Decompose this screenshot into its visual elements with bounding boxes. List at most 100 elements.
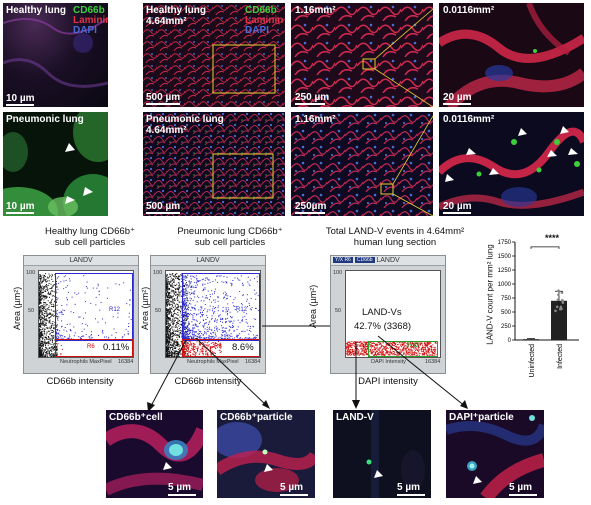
scale-bar-label: 5 µm (509, 482, 532, 493)
inset-label: CD66b⁺particle (220, 412, 293, 423)
healthy-lung-highmag-image: Healthy lung CD66b Laminin DAPI 10 µm (3, 3, 108, 107)
data-point (554, 309, 557, 313)
bar-y-tick-label: 750 (501, 296, 512, 302)
flow1-x-tick-max: 16384 (118, 359, 134, 365)
flow1-y-label: Area (µm²) (12, 286, 22, 330)
flow1-window: LANDV 100 50 R12 R6 0.11% Neutrophils Ma… (23, 255, 139, 374)
scale-bar-label: 500 µm (146, 92, 181, 103)
flow3-x-tick-max: 16384 (425, 359, 441, 365)
inset-label: LAND-V (336, 412, 374, 423)
panel-area: 4.64mm² (146, 16, 187, 27)
panel-title: Healthy lung (6, 5, 67, 16)
flow2-percent: 8.6% (230, 342, 256, 353)
data-point (557, 293, 560, 297)
channel-cd66b-label: CD66b (245, 5, 277, 16)
scale-bar (295, 103, 325, 105)
flow3-tab-2[interactable]: CD66b (355, 257, 375, 263)
pneumonic-lung-zoom-image: 1.16mm² 250µm (291, 112, 433, 216)
scale-bar-label: 5 µm (280, 482, 303, 493)
healthy-lung-overview-image: Healthy lung 4.64mm² CD66b Laminin DAPI … (143, 3, 285, 107)
scale-bar (168, 494, 196, 496)
flow3-plot-area: R12 LAND-Vs 42.7% (3368) (345, 270, 441, 358)
bar-y-tick-label: 1000 (498, 282, 512, 288)
significance-bracket (530, 246, 560, 249)
flow1-x-axis-name: Neutrophils MaxPixel (60, 359, 112, 365)
panel-area: 0.0116mm² (443, 5, 495, 16)
flow2-plot-area: R12 R6 8.6% (165, 270, 261, 358)
data-point (560, 291, 564, 294)
flow1-caption-line1: Healthy lung CD66b⁺ (44, 226, 136, 237)
inset-cd66b-cell: CD66b⁺cell 5 µm (106, 410, 203, 498)
flow1-gate-r12-label: R12 (109, 307, 121, 313)
flow3-gate-r12 (368, 341, 438, 357)
flow2-x-axis-name: Neutrophils MaxPixel (187, 359, 239, 365)
pneumonic-lung-highmag-image: Pneumonic lung 10 µm (3, 112, 108, 216)
pneumonic-lung-overview-image: Pneumonic lung 4.64mm² 500 µm (143, 112, 285, 216)
scale-bar-label: 250 µm (295, 92, 330, 103)
error-bar-uninfected (527, 338, 535, 340)
flow2-x-tick-max: 16384 (245, 359, 261, 365)
channel-laminin-label: Laminin (73, 15, 108, 26)
healthy-lung-zoom-image: 1.16mm² 250 µm (291, 3, 433, 107)
bar-chart: 0 250 500 750 1000 1250 1500 1750 Uninfected Inf… (475, 228, 587, 398)
scale-bar-label: 20 µm (443, 92, 472, 103)
data-point (561, 301, 565, 304)
inset-land-v: LAND-V 5 µm (333, 410, 431, 498)
scale-bar (443, 103, 471, 105)
bar-y-label: LAND-V count per mm² lung (485, 244, 495, 345)
scale-bar (443, 212, 471, 214)
flow2-y-label: Area (µm²) (140, 286, 150, 330)
flow3-x-label: DAPI intensity (358, 376, 418, 387)
panel-area: 1.16mm² (295, 114, 336, 125)
flow1-gate-r6-label: R6 (87, 344, 95, 350)
flow1-percent: 0.11% (101, 342, 132, 353)
flow3-y-tick-mid: 50 (335, 308, 342, 314)
bar-y-tick-label: 1250 (498, 268, 512, 274)
flow1-plot-area: R12 R6 0.11% (38, 270, 134, 358)
flow1-y-tick-top: 100 (26, 270, 36, 276)
panel-area: 0.0116mm² (443, 114, 495, 125)
channel-dapi-label: DAPI (73, 25, 97, 36)
scale-bar (509, 494, 537, 496)
flow3-tab-1[interactable]: Y/X R6 (333, 257, 353, 263)
data-point (555, 305, 559, 309)
panel-area: 1.16mm² (295, 5, 336, 16)
flow3-y-tick-top: 100 (333, 270, 343, 276)
flow1-gate-r6 (55, 339, 133, 357)
flow1-x-label: CD66b intensity (46, 376, 114, 387)
scale-bar (6, 104, 34, 106)
flow3-window-title: LANDV (331, 256, 445, 266)
flow2-gate-r12 (182, 273, 260, 341)
channel-cd66b-label: CD66b (73, 5, 105, 16)
bar-category-label: Uninfected (529, 344, 536, 378)
flow2-x-label: CD66b intensity (174, 376, 242, 387)
bar-y-tick-label: 500 (501, 310, 512, 316)
scale-bar-label: 250µm (295, 201, 327, 212)
flow3-x-axis-name: DAPI Intensity (371, 359, 406, 365)
data-point (558, 307, 562, 311)
flow2-gate-r6-label: R6 (214, 344, 222, 350)
bar-y-tick-label: 1500 (498, 254, 512, 260)
flow2-y-tick-mid: 50 (155, 308, 162, 314)
panel-title: Pneumonic lung (6, 114, 84, 125)
flow1-y-tick-mid: 50 (28, 308, 35, 314)
scale-bar (6, 212, 34, 214)
scale-bar-label: 5 µm (397, 482, 420, 493)
flow3-land-label: LAND-Vs (362, 307, 402, 318)
scale-bar-label: 10 µm (6, 93, 35, 104)
scale-bar (295, 212, 325, 214)
flow3-gate-r12-label: R12 (408, 343, 420, 349)
inset-label: CD66b⁺cell (109, 412, 163, 423)
scale-bar-label: 20 µm (443, 201, 472, 212)
flow2-caption-line2: sub cell particles (194, 237, 266, 248)
flow1-caption-line2: sub cell particles (54, 237, 126, 248)
data-point (559, 305, 563, 309)
data-point (556, 298, 560, 302)
scale-bar (146, 103, 180, 105)
flow3-window: LANDV Y/X R6 CD66b 100 50 R12 LAND-Vs 42… (330, 255, 446, 374)
bar-y-tick-label: 250 (501, 324, 512, 330)
bar-y-tick-label: 0 (508, 338, 512, 344)
flow1-gate-r12 (55, 273, 133, 341)
bar-significance: **** (545, 233, 560, 243)
data-point (557, 289, 560, 292)
